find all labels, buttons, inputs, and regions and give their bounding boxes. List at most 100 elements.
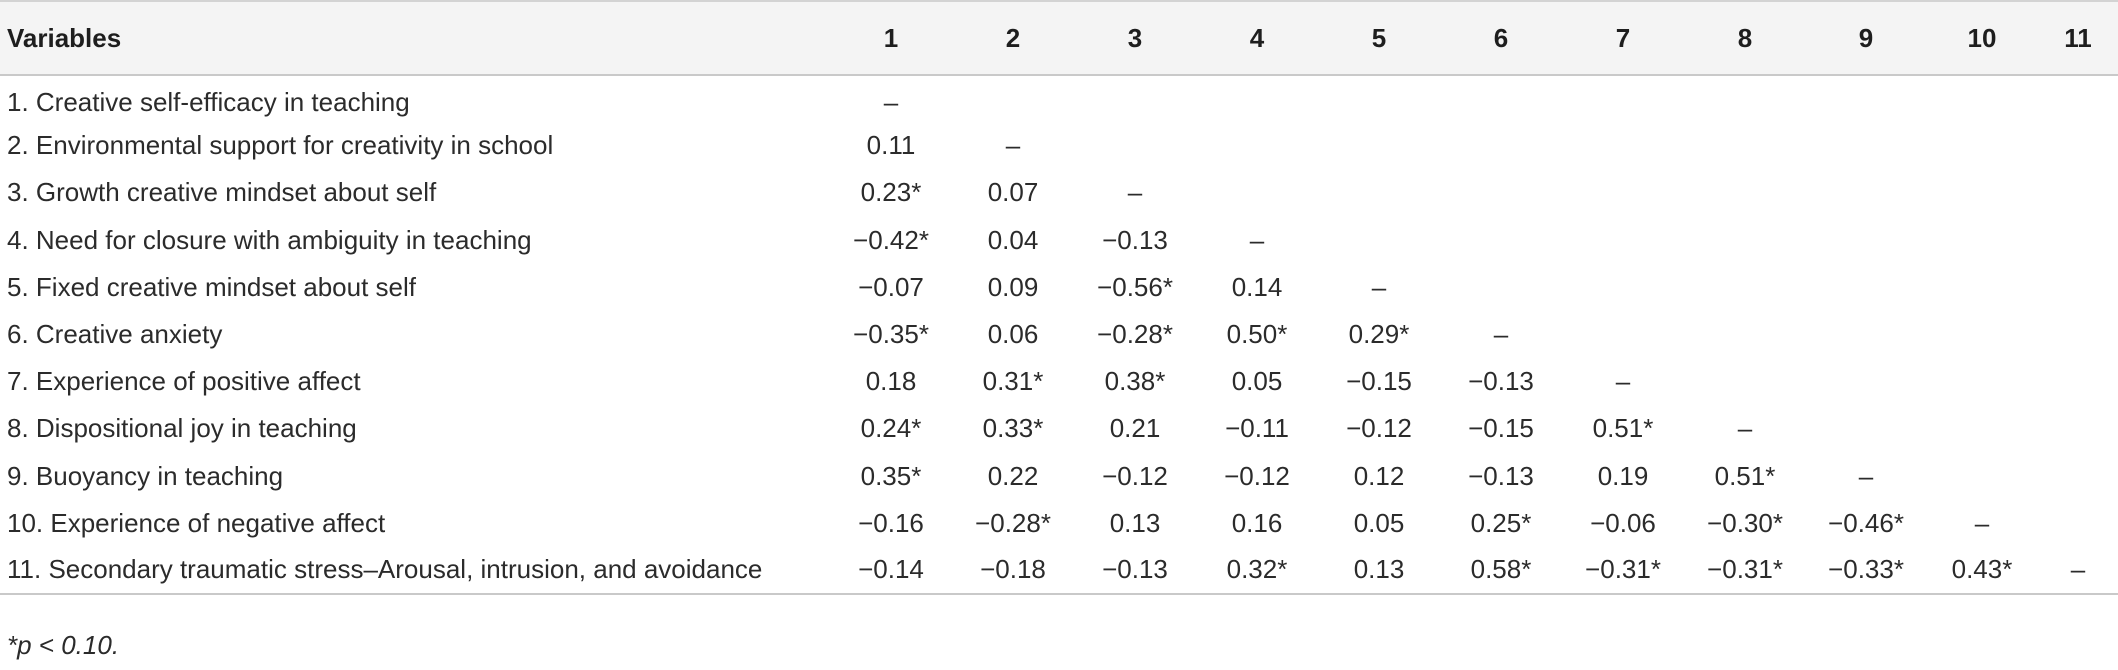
correlation-cell: 0.12 [1353, 460, 1405, 491]
correlation-cell: 0.05 [1353, 507, 1405, 538]
correlation-cell [2038, 453, 2118, 500]
correlation-cell: – [2038, 546, 2118, 596]
correlation-cell [1440, 169, 1562, 216]
correlation-cell: 0.24* [860, 413, 922, 444]
correlation-cell: 0.58* [1440, 546, 1562, 596]
correlation-cell: −0.28* [1097, 319, 1173, 350]
correlation-cell: −0.33* [1806, 546, 1926, 596]
correlation-cell [1684, 358, 1806, 405]
correlation-cell [1318, 217, 1440, 264]
correlation-cell: 0.09 [987, 271, 1039, 302]
correlation-cell [1806, 311, 1926, 358]
correlation-cell: 0.11 [866, 130, 916, 161]
correlation-cell: −0.15 [1346, 366, 1412, 397]
variable-label: 8. Dispositional joy in teaching [7, 413, 357, 444]
variable-label: 11. Secondary traumatic stress–Arousal, … [0, 546, 830, 596]
variable-label: 1. Creative self-efficacy in teaching [7, 86, 410, 117]
column-header-variables: Variables [0, 0, 830, 76]
correlation-cell [1196, 122, 1318, 169]
correlation-cell [1562, 217, 1684, 264]
correlation-cell: 0.06 [987, 319, 1039, 350]
correlation-cell: −0.14 [830, 546, 952, 596]
column-header-3: 3 [1074, 0, 1196, 76]
variable-label: 2. Environmental support for creativity … [7, 130, 554, 161]
variable-label: 10. Experience of negative affect [7, 507, 386, 538]
correlation-cell: −0.15 [1468, 413, 1534, 444]
table-row: 9. Buoyancy in teaching 0.35* 0.22 −0.12 −0.… [0, 453, 2118, 500]
correlation-cell [1926, 405, 2038, 452]
correlation-cell: −0.56* [1097, 271, 1173, 302]
correlation-cell [1684, 217, 1806, 264]
variable-label: 3. Growth creative mindset about self [7, 177, 437, 208]
correlation-cell [1318, 169, 1440, 216]
correlation-cell: −0.18 [952, 546, 1074, 596]
correlation-cell: – [1974, 507, 1990, 538]
correlation-cell: 0.07 [987, 177, 1039, 208]
variable-label: 9. Buoyancy in teaching [7, 460, 284, 491]
correlation-table: Variables 1 2 3 4 5 6 7 8 9 10 11 1. Creative self-… [0, 0, 2118, 596]
correlation-cell [952, 75, 1074, 122]
column-header-7: 7 [1562, 0, 1684, 76]
correlation-cell [2038, 75, 2118, 122]
correlation-cell: −0.30* [1707, 507, 1783, 538]
table-footnote: *p < 0.10. [7, 630, 120, 660]
correlation-cell: – [1615, 366, 1631, 397]
correlation-cell [1562, 122, 1684, 169]
correlation-cell: – [1371, 271, 1387, 302]
correlation-cell: −0.35* [853, 319, 929, 350]
correlation-cell [1926, 169, 2038, 216]
correlation-cell [1806, 122, 1926, 169]
correlation-cell: 0.04 [987, 224, 1039, 255]
correlation-cell [1074, 75, 1196, 122]
correlation-cell: 0.18 [865, 366, 917, 397]
correlation-cell [2038, 405, 2118, 452]
correlation-cell: 0.51* [1592, 413, 1654, 444]
correlation-cell [1926, 122, 2038, 169]
correlation-cell [1318, 122, 1440, 169]
correlation-cell [2038, 122, 2118, 169]
correlation-cell [1926, 75, 2038, 122]
correlation-cell: 0.51* [1714, 460, 1776, 491]
correlation-cell: 0.14 [1231, 271, 1283, 302]
correlation-cell [2038, 311, 2118, 358]
column-header-4: 4 [1196, 0, 1318, 76]
correlation-cell [1806, 75, 1926, 122]
correlation-cell: −0.42* [853, 224, 929, 255]
correlation-cell: 0.13 [1318, 546, 1440, 596]
correlation-cell [1926, 453, 2038, 500]
table-row: 8. Dispositional joy in teaching 0.24* 0.3… [0, 405, 2118, 452]
correlation-cell [1926, 311, 2038, 358]
correlation-cell: −0.13 [1102, 224, 1168, 255]
table-row: 1. Creative self-efficacy in teaching – [0, 75, 2118, 122]
correlation-cell [2038, 169, 2118, 216]
correlation-cell [1806, 169, 1926, 216]
column-header-9: 9 [1806, 0, 1926, 76]
correlation-cell: – [1005, 130, 1021, 161]
correlation-cell: 0.50* [1226, 319, 1288, 350]
correlation-cell [1684, 264, 1806, 311]
correlation-cell: −0.12 [1102, 460, 1168, 491]
correlation-cell [1806, 217, 1926, 264]
correlation-cell: – [883, 86, 899, 117]
correlation-cell: 0.25* [1470, 507, 1532, 538]
correlation-cell [1806, 358, 1926, 405]
table-row: 5. Fixed creative mindset about self −0.0… [0, 264, 2118, 311]
correlation-cell: 0.35* [860, 460, 922, 491]
correlation-cell [1196, 75, 1318, 122]
column-header-2: 2 [952, 0, 1074, 76]
correlation-cell [1440, 75, 1562, 122]
correlation-cell: −0.31* [1684, 546, 1806, 596]
correlation-cell [1926, 358, 2038, 405]
correlation-cell: −0.11 [1225, 413, 1289, 444]
variable-label: 7. Experience of positive affect [7, 366, 361, 397]
correlation-cell: 0.43* [1926, 546, 2038, 596]
table-row: 2. Environmental support for creativity … [0, 122, 2118, 169]
correlation-cell: – [1858, 460, 1874, 491]
correlation-cell: 0.05 [1231, 366, 1283, 397]
variable-label: 5. Fixed creative mindset about self [7, 271, 416, 302]
correlation-cell [1684, 169, 1806, 216]
table-header-row: Variables 1 2 3 4 5 6 7 8 9 10 11 [0, 0, 2118, 76]
correlation-cell: 0.33* [982, 413, 1044, 444]
correlation-cell [1684, 122, 1806, 169]
correlation-cell: −0.46* [1828, 507, 1904, 538]
